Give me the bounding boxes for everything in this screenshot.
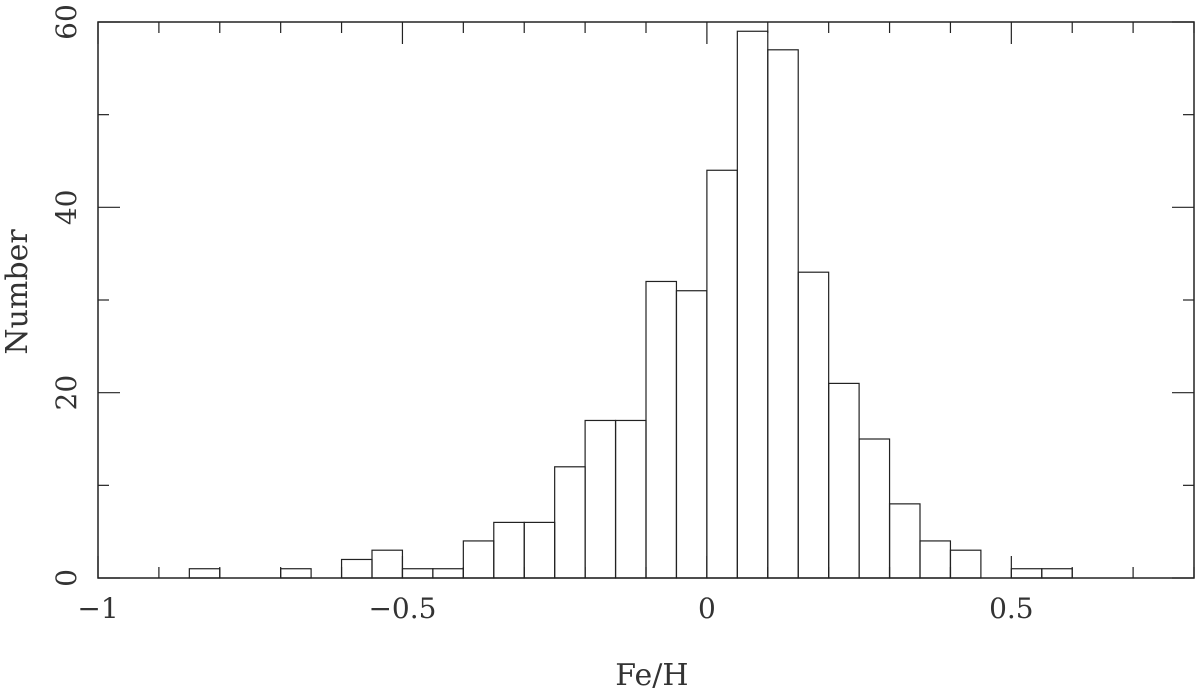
histogram-bar — [828, 382, 860, 579]
histogram-bar — [523, 521, 556, 579]
histogram-bar — [675, 290, 708, 579]
tick-labels: −1 −0.5 0 0.5 0 20 40 60 — [50, 4, 1034, 625]
histogram-bar — [188, 568, 221, 579]
y-tick-label: 20 — [50, 375, 83, 411]
histogram-bar — [340, 558, 373, 579]
x-axis-label: Fe/H — [615, 658, 688, 693]
histogram-bar — [554, 466, 586, 579]
histogram-bar — [371, 549, 404, 579]
histogram-bar — [645, 280, 678, 579]
histogram-bar — [1010, 568, 1043, 579]
histogram-bar — [858, 438, 891, 579]
histogram-bar — [949, 549, 982, 579]
histogram-bar — [584, 419, 617, 579]
histogram-bar — [493, 521, 525, 579]
x-tick-label: −1 — [77, 592, 118, 625]
y-tick-label: 40 — [50, 190, 83, 226]
histogram-bar — [432, 568, 464, 579]
histogram-bar — [401, 568, 434, 579]
histogram-bars — [188, 30, 1073, 579]
histogram-bar — [797, 271, 830, 579]
histogram-bar — [767, 49, 799, 579]
histogram-bar — [888, 503, 921, 579]
x-tick-label: 0 — [698, 592, 716, 625]
x-tick-label: 0.5 — [989, 592, 1034, 625]
histogram-bar — [919, 540, 952, 579]
histogram-bar — [706, 169, 738, 579]
histogram-bar — [1041, 568, 1073, 579]
histogram-bar — [462, 540, 495, 579]
y-tick-label: 60 — [50, 4, 83, 40]
y-axis-label: Number — [0, 229, 35, 355]
y-tick-label: 0 — [50, 569, 83, 587]
histogram-bar — [614, 419, 647, 579]
histogram-bar — [736, 30, 769, 579]
x-tick-label: −0.5 — [368, 592, 436, 625]
plot-frame — [97, 21, 1195, 579]
histogram-bar — [280, 568, 312, 579]
